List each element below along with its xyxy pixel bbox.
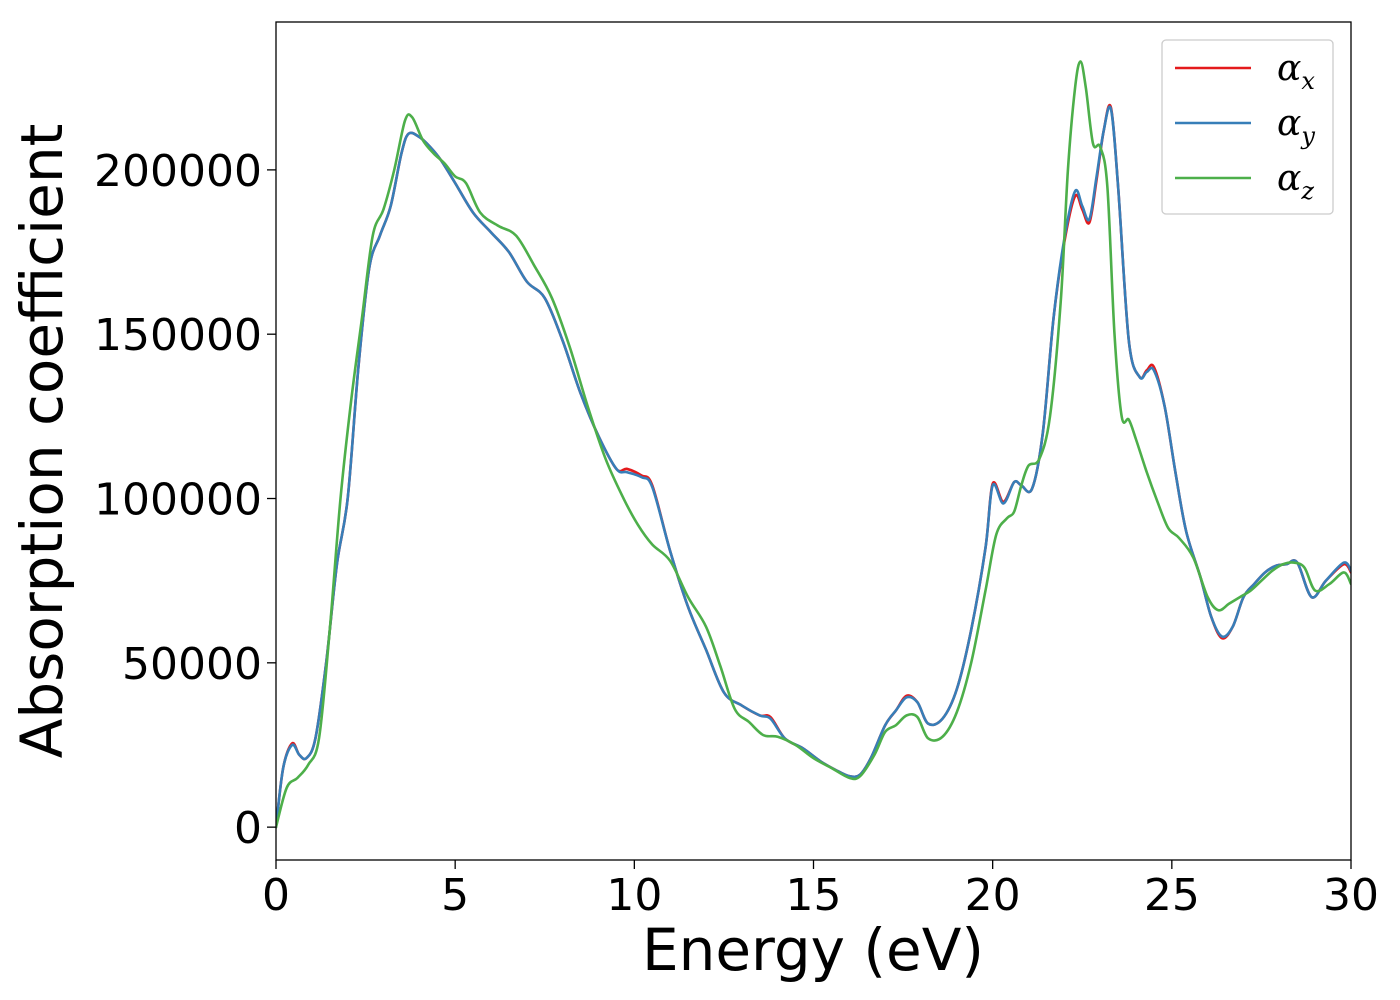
series-line-alpha-z	[276, 60, 1351, 829]
x-tick-label: 15	[786, 870, 842, 921]
y-axis-label: Absorption coefficient	[8, 124, 76, 759]
x-axis-label: Energy (eV)	[642, 916, 984, 984]
y-tick-label: 150000	[94, 310, 262, 361]
y-tick-label: 50000	[122, 639, 262, 690]
x-tick-label: 25	[1144, 870, 1200, 921]
y-tick-label: 0	[234, 803, 262, 854]
legend-label-alpha-x: αx	[1277, 48, 1315, 95]
x-tick-label: 30	[1323, 870, 1379, 921]
y-tick-label: 200000	[94, 146, 262, 197]
x-axis: 0 5 10 15 20 25 30	[262, 860, 1379, 921]
x-tick-label: 10	[606, 870, 662, 921]
legend-box	[1161, 39, 1334, 215]
series-line-alpha-y	[276, 105, 1351, 829]
x-tick-label: 0	[262, 870, 290, 921]
y-tick-label: 100000	[94, 475, 262, 526]
plot-lines	[276, 60, 1351, 829]
y-axis: 0 50000 100000 150000 200000	[94, 146, 276, 854]
x-tick-label: 20	[965, 870, 1021, 921]
x-tick-label: 5	[441, 870, 469, 921]
